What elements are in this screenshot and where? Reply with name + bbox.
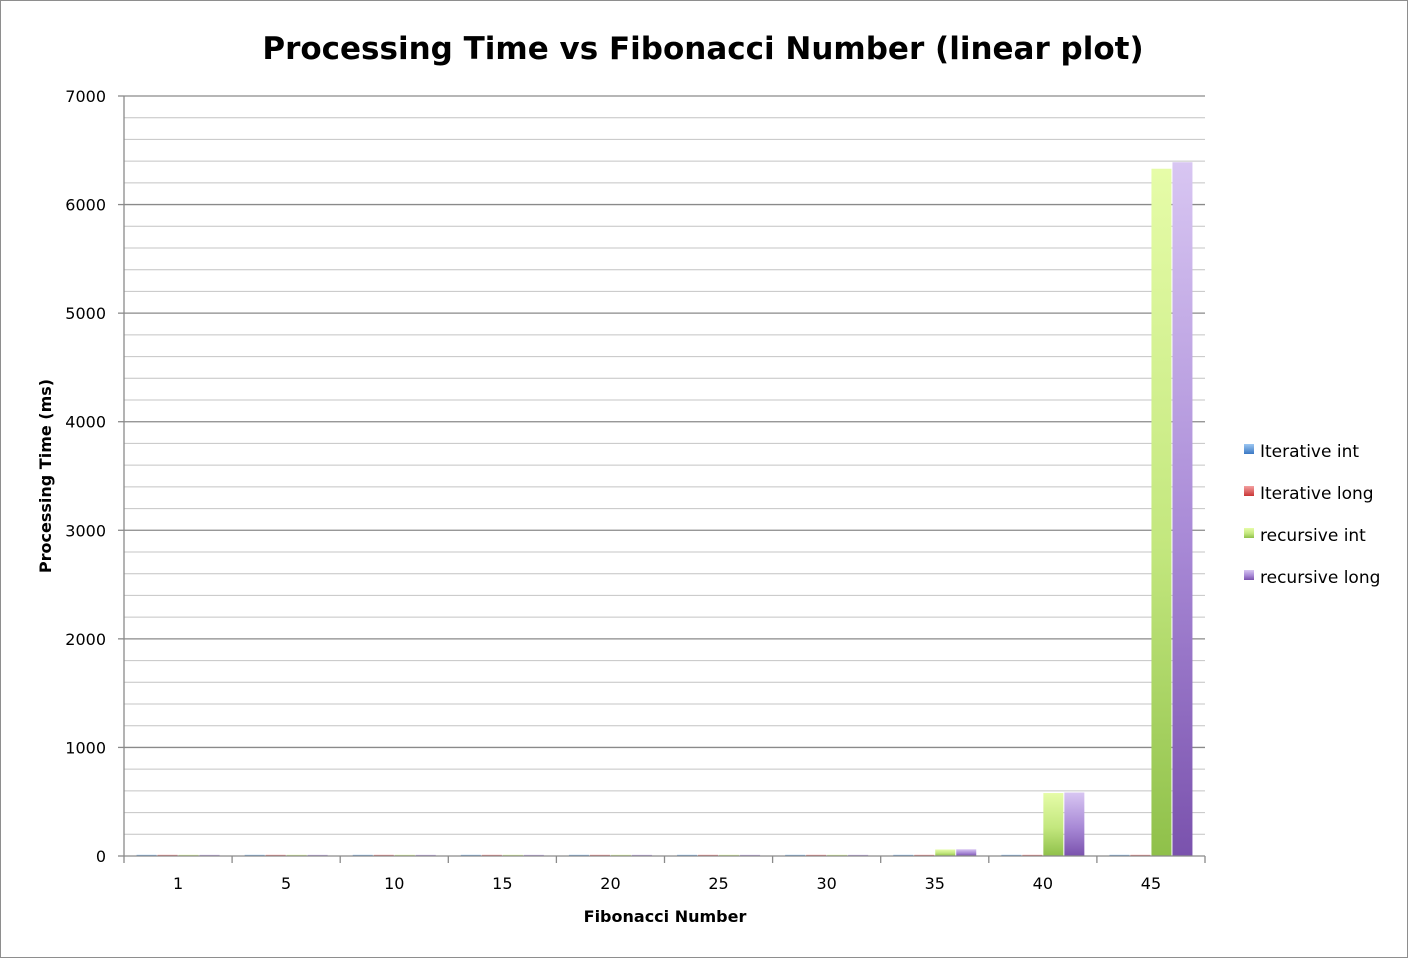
x-tick-label: 45 (1141, 874, 1161, 893)
bar-recursive-int-45 (1151, 168, 1172, 856)
y-tick-label: 7000 (65, 87, 106, 106)
grid-lines (124, 95, 1205, 835)
legend-swatch (1244, 486, 1254, 496)
y-tick-label: 4000 (65, 413, 106, 432)
y-tick-label: 1000 (65, 738, 106, 757)
legend-label: recursive long (1260, 568, 1380, 588)
legend-label: Iterative long (1260, 484, 1374, 504)
y-tick-label: 2000 (65, 630, 106, 649)
bar-recursive-long-45 (1172, 162, 1193, 856)
x-tick-label: 30 (816, 874, 836, 893)
bar-recursive-int-35 (935, 849, 956, 856)
bar-recursive-int-40 (1043, 793, 1064, 856)
bars (136, 162, 1193, 856)
legend: Iterative int Iterative long recursive int… (1244, 442, 1380, 588)
y-axis-title: Processing Time (ms) (36, 379, 55, 573)
x-tick-label: 20 (600, 874, 620, 893)
x-axis-ticks: 1 5 10 15 20 25 30 35 40 45 (123, 856, 1206, 893)
legend-swatch (1244, 444, 1254, 454)
legend-swatch (1244, 528, 1254, 538)
legend-label: recursive int (1260, 526, 1366, 546)
bar-recursive-long-35 (956, 849, 977, 856)
chart-title: Processing Time vs Fibonacci Number (lin… (262, 31, 1143, 67)
y-tick-label: 6000 (65, 196, 106, 215)
x-axis-title: Fibonacci Number (584, 907, 747, 926)
x-tick-label: 10 (384, 874, 404, 893)
x-tick-label: 35 (925, 874, 945, 893)
x-tick-label: 15 (492, 874, 512, 893)
bar-recursive-long-40 (1064, 792, 1085, 856)
x-tick-label: 5 (281, 874, 291, 893)
y-tick-label: 0 (96, 847, 106, 866)
x-tick-label: 25 (708, 874, 728, 893)
x-tick-label: 40 (1033, 874, 1053, 893)
y-tick-label: 5000 (65, 304, 106, 323)
y-tick-label: 3000 (65, 521, 106, 540)
legend-label: Iterative int (1260, 442, 1359, 462)
axes (123, 96, 1205, 857)
y-axis-ticks: 0 1000 2000 3000 4000 5000 6000 7000 (65, 87, 124, 866)
legend-swatch (1244, 570, 1254, 580)
x-tick-label: 1 (173, 874, 183, 893)
